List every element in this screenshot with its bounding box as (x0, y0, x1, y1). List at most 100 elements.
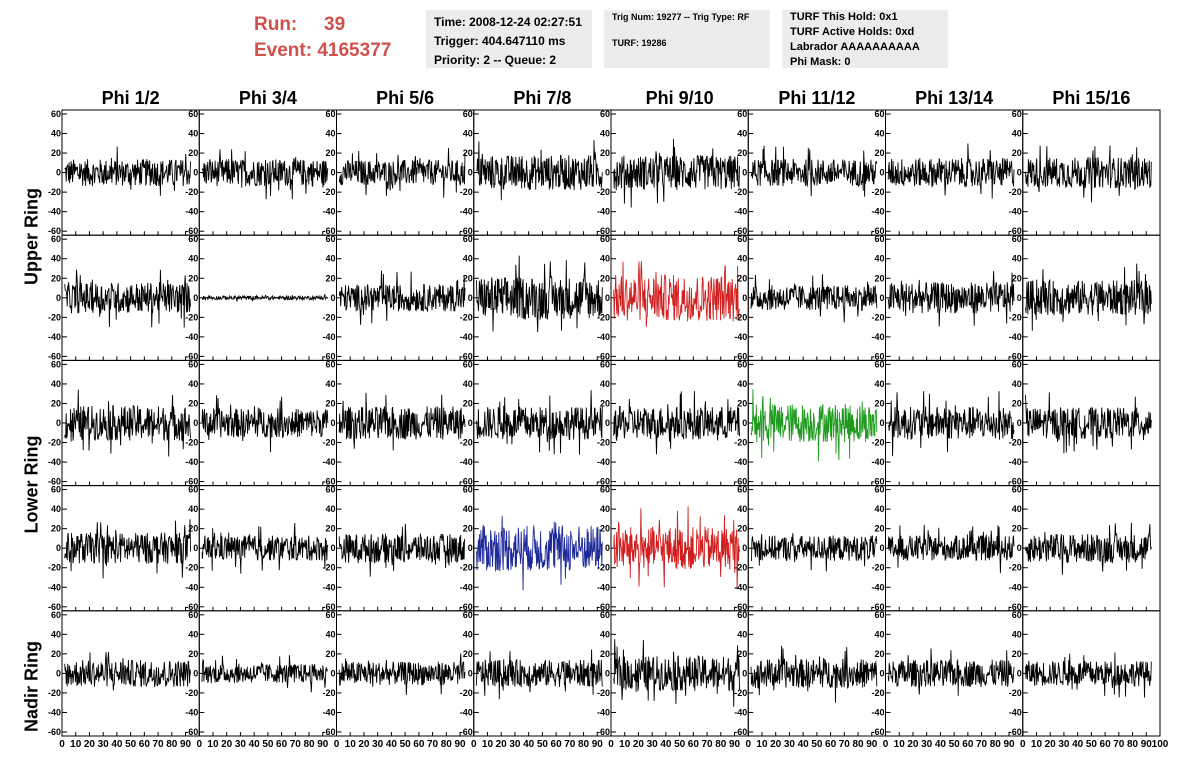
y-tick-label: -60 (734, 226, 747, 236)
y-tick-label: 20 (737, 649, 747, 659)
phi-column-header: Phi 5/6 (376, 88, 435, 108)
y-tick-label: -20 (734, 312, 747, 322)
y-tick-label: 40 (737, 504, 747, 514)
y-tick-label: -60 (597, 351, 610, 361)
y-tick-label: -60 (322, 351, 335, 361)
y-tick-label: -60 (597, 477, 610, 487)
x-tick-label: 40 (935, 739, 947, 750)
y-tick-label: -60 (871, 351, 884, 361)
y-tick-label: 40 (188, 129, 198, 139)
y-tick-label: -60 (460, 602, 473, 612)
y-tick-label: -60 (597, 226, 610, 236)
y-tick-label: 40 (737, 379, 747, 389)
waveform-trace (613, 260, 740, 327)
y-tick-label: -40 (1009, 332, 1022, 342)
y-tick-label: 0 (193, 293, 198, 303)
y-tick-label: -20 (322, 563, 335, 573)
x-tick-label: 10 (207, 739, 219, 750)
x-tick-label: 50 (400, 739, 412, 750)
y-tick-label: 60 (188, 485, 198, 495)
y-tick-label: 60 (1012, 610, 1022, 620)
y-tick-label: 40 (600, 504, 610, 514)
x-tick-label: 30 (784, 739, 796, 750)
y-tick-label: -40 (871, 207, 884, 217)
y-tick-label: -40 (871, 582, 884, 592)
x-tick-label: 40 (386, 739, 398, 750)
waveform-trace (887, 524, 1015, 574)
y-tick-label: 20 (463, 649, 473, 659)
x-tick-label: 0 (334, 739, 340, 750)
x-tick-label: 30 (235, 739, 247, 750)
y-tick-label: 60 (600, 234, 610, 244)
x-tick-label: 10 (894, 739, 906, 750)
waveform-trace (338, 523, 466, 577)
y-tick-label: -20 (460, 563, 473, 573)
waveform-trace (476, 390, 603, 455)
x-tick-label: 50 (1086, 739, 1098, 750)
y-tick-label: 20 (188, 649, 198, 659)
y-tick-label: -40 (48, 707, 61, 717)
waveform-trace (201, 655, 328, 693)
x-tick-label: 80 (166, 739, 178, 750)
y-tick-label: -40 (597, 457, 610, 467)
x-tick-label: 40 (798, 739, 810, 750)
y-tick-label: 40 (325, 129, 335, 139)
y-tick-label: 0 (742, 543, 747, 553)
waveform-trace (64, 269, 191, 328)
x-tick-label: 80 (441, 739, 453, 750)
x-tick-label: 10 (1031, 739, 1043, 750)
y-tick-label: -40 (322, 707, 335, 717)
y-tick-label: 60 (463, 234, 473, 244)
waveform-trace (476, 649, 603, 700)
run-event-display: Run: 39 Event: 4165377 (254, 12, 391, 64)
x-tick-label: 80 (578, 739, 590, 750)
y-tick-label: 40 (1012, 129, 1022, 139)
y-tick-label: 0 (879, 293, 884, 303)
y-tick-label: 40 (1012, 379, 1022, 389)
y-tick-label: -40 (322, 332, 335, 342)
x-tick-label: 90 (1003, 739, 1015, 750)
x-tick-label: 60 (139, 739, 151, 750)
y-tick-label: -60 (322, 226, 335, 236)
y-tick-label: -40 (1009, 457, 1022, 467)
y-tick-label: 0 (330, 418, 335, 428)
y-tick-label: 0 (56, 293, 61, 303)
y-tick-label: 60 (325, 234, 335, 244)
x-tick-label: 80 (990, 739, 1002, 750)
waveform-trace (613, 391, 740, 455)
y-tick-label: 40 (188, 629, 198, 639)
y-tick-label: 0 (742, 293, 747, 303)
y-tick-label: 60 (874, 359, 884, 369)
y-tick-label: 40 (737, 629, 747, 639)
waveform-trace (1025, 263, 1152, 331)
waveform-trace (750, 274, 878, 323)
y-tick-label: -40 (597, 207, 610, 217)
y-tick-label: -20 (597, 438, 610, 448)
phi-column-header: Phi 13/14 (915, 88, 994, 108)
y-tick-label: 40 (600, 379, 610, 389)
y-tick-label: -40 (597, 332, 610, 342)
y-tick-label: 60 (463, 610, 473, 620)
y-tick-label: 0 (1017, 418, 1022, 428)
x-tick-label: 0 (883, 739, 889, 750)
y-tick-label: -20 (48, 312, 61, 322)
y-tick-label: 40 (325, 629, 335, 639)
x-tick-label: 30 (647, 739, 659, 750)
y-tick-label: 20 (325, 649, 335, 659)
y-tick-label: 60 (600, 610, 610, 620)
y-tick-label: 20 (51, 273, 61, 283)
y-tick-label: -60 (597, 602, 610, 612)
x-tick-label: 30 (372, 739, 384, 750)
x-tick-label: 30 (921, 739, 933, 750)
y-tick-label: -60 (1009, 602, 1022, 612)
y-tick-label: 0 (879, 543, 884, 553)
x-tick-label: 90 (866, 739, 878, 750)
event-value: 4165377 (317, 40, 392, 61)
trigger-text: Trigger: 404.647110 ms (434, 34, 566, 48)
y-tick-label: 60 (463, 359, 473, 369)
turf-info-box: TURF This Hold: 0x1 TURF Active Holds: 0… (782, 10, 948, 68)
y-tick-label: -60 (1009, 226, 1022, 236)
y-tick-label: 20 (737, 148, 747, 158)
y-tick-label: 60 (737, 359, 747, 369)
y-tick-label: -40 (871, 707, 884, 717)
